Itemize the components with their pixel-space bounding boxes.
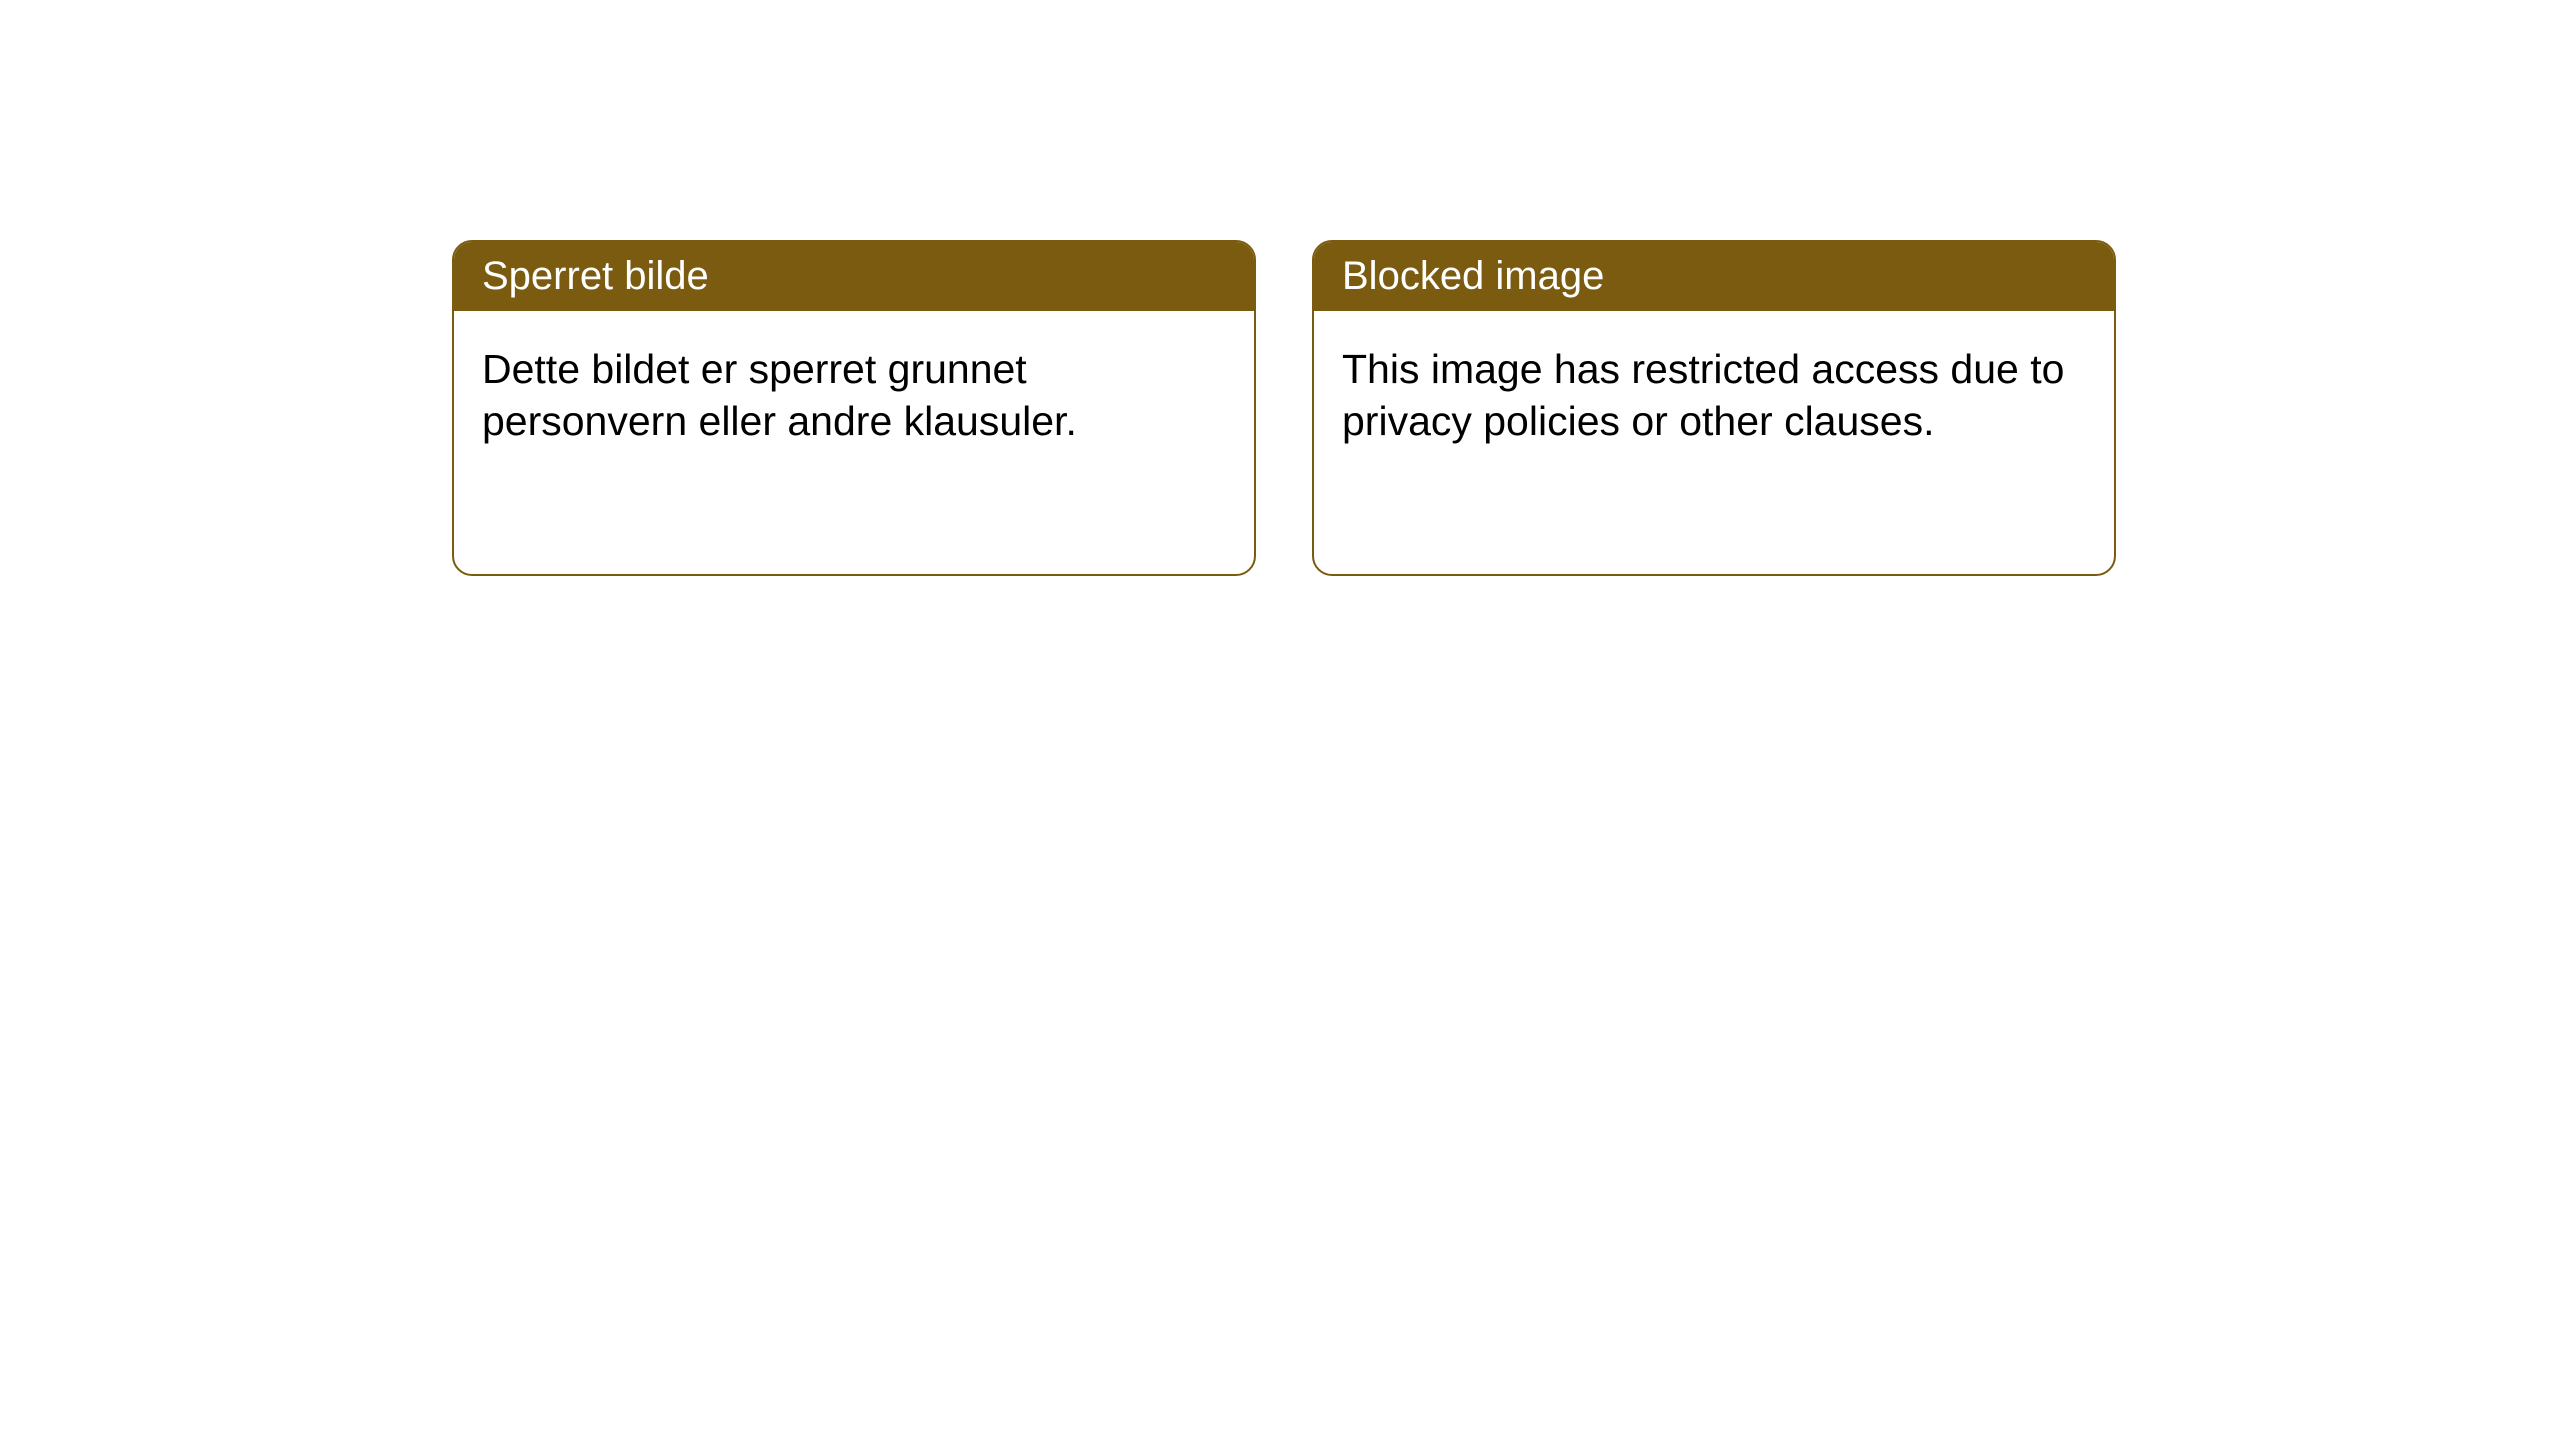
notice-card-header: Blocked image — [1314, 242, 2114, 311]
notice-cards-container: Sperret bilde Dette bildet er sperret gr… — [452, 240, 2116, 576]
notice-card-english: Blocked image This image has restricted … — [1312, 240, 2116, 576]
notice-card-norwegian: Sperret bilde Dette bildet er sperret gr… — [452, 240, 1256, 576]
notice-card-body: This image has restricted access due to … — [1314, 311, 2114, 480]
notice-card-body: Dette bildet er sperret grunnet personve… — [454, 311, 1254, 480]
notice-card-header: Sperret bilde — [454, 242, 1254, 311]
